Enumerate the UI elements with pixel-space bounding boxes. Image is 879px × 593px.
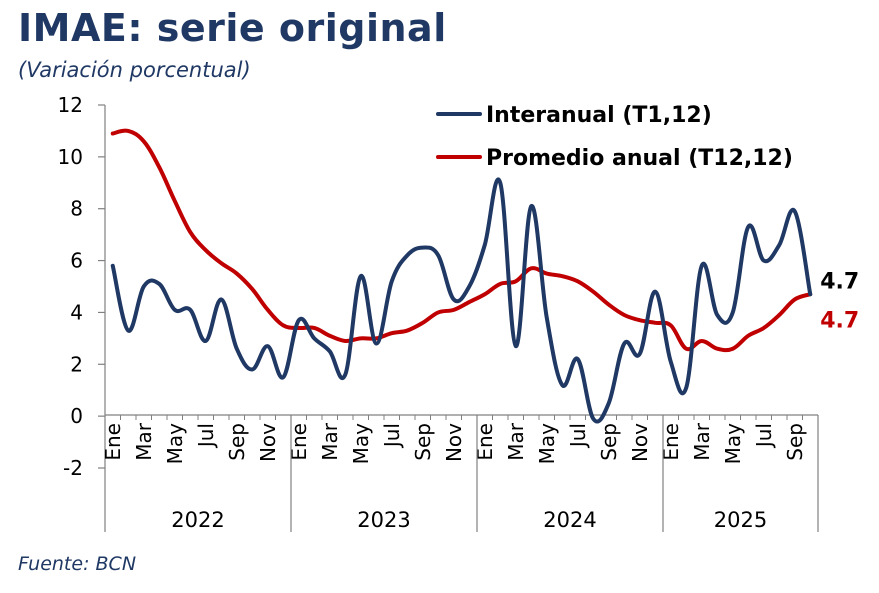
y-tick-label: 4	[70, 300, 83, 324]
year-label: 2025	[714, 508, 767, 532]
y-tick-label: 2	[70, 352, 83, 376]
series-line-interanual	[110, 177, 813, 424]
y-tick-label: 12	[58, 93, 83, 117]
end-label-interanual: 4.7	[820, 269, 859, 294]
chart-title: IMAE: serie original	[18, 6, 447, 50]
month-label: Mar	[690, 422, 714, 461]
month-label: Nov	[442, 423, 466, 462]
chart-subtitle: (Variación porcentual)	[18, 58, 251, 82]
month-label: Jul	[566, 423, 590, 449]
month-label: Ene	[473, 423, 497, 461]
legend-item-interanual-label: Interanual (T1,12)	[486, 103, 712, 128]
month-label: Jul	[380, 423, 404, 449]
y-tick-label: 0	[70, 404, 83, 428]
y-tick-label: -2	[63, 456, 83, 480]
month-label: Nov	[256, 423, 280, 462]
y-tick-label: 10	[58, 145, 83, 169]
month-label: Nov	[628, 423, 652, 462]
month-label: Mar	[132, 422, 156, 461]
y-tick-label: 8	[70, 197, 83, 221]
month-label: Ene	[287, 423, 311, 461]
source-note: Fuente: BCN	[18, 553, 137, 575]
year-label: 2022	[171, 508, 224, 532]
month-label: Jul	[752, 423, 776, 449]
month-label: Mar	[504, 422, 528, 461]
month-label: May	[163, 423, 187, 465]
month-label: Mar	[318, 422, 342, 461]
month-label: Ene	[659, 423, 683, 461]
month-label: Sep	[411, 423, 435, 461]
year-label: 2023	[357, 508, 410, 532]
year-label: 2024	[543, 508, 596, 532]
end-label-promedio: 4.7	[820, 308, 859, 333]
month-label: Sep	[597, 423, 621, 461]
month-label: Jul	[194, 423, 218, 449]
month-label: May	[535, 423, 559, 465]
month-label: May	[349, 423, 373, 465]
legend-item-promedio-label: Promedio anual (T12,12)	[486, 146, 793, 171]
y-tick-label: 6	[70, 249, 83, 273]
month-label: May	[721, 423, 745, 465]
month-label: Sep	[225, 423, 249, 461]
month-label: Sep	[783, 423, 807, 461]
month-label: Ene	[101, 423, 125, 461]
